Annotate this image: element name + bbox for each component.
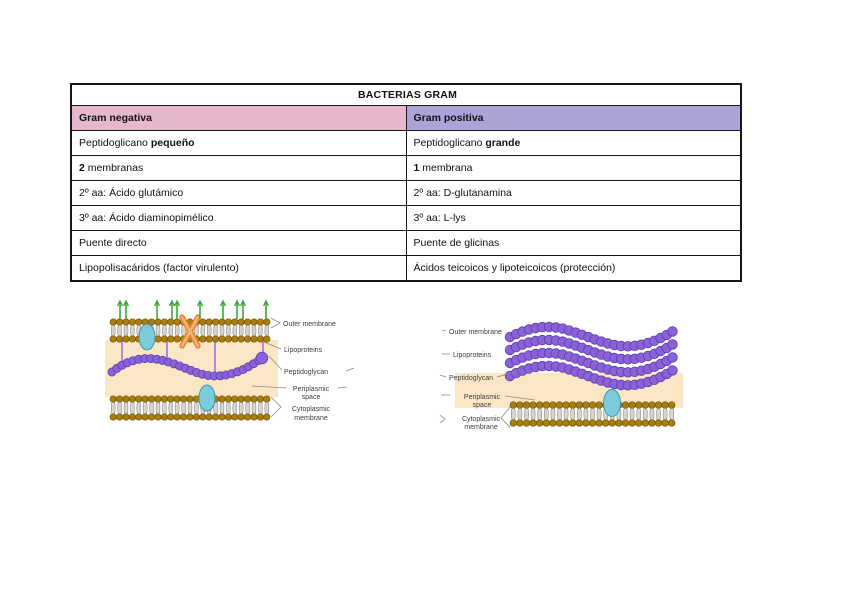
lipoproteins-pointer <box>263 341 282 350</box>
periplasmic-label-line1: Periplasmic <box>464 394 501 401</box>
periplasmic-pointer <box>251 385 287 389</box>
table-row-lipopolisacaridos: Lipopolisacáridos (factor virulento) Áci… <box>70 255 742 282</box>
peptidoglycan-tick <box>439 374 447 378</box>
cell-negative: Peptidoglicano pequeño <box>70 130 407 156</box>
table-row-membranas: 2 membranas 1 membrana <box>70 155 742 181</box>
cytoplasmic-label-line1: Cytoplasmic <box>292 406 331 413</box>
cytoplasmic-tick <box>439 414 446 424</box>
table-row-tercer-aa: 3º aa: Ácido diaminopimélico 3º aa: L-ly… <box>70 205 742 231</box>
peptidoglycan-label: Peptidoglycan <box>449 375 493 382</box>
outer-membrane-tick <box>441 329 447 332</box>
table-row-puente: Puente directo Puente de glicinas <box>70 230 742 256</box>
table-row-segundo-aa: 2º aa: Ácido glutámico 2º aa: D-glutanam… <box>70 180 742 206</box>
cell-positive: 3º aa: L-lys <box>405 205 742 231</box>
cell-negative: Puente directo <box>70 230 407 256</box>
gram-negative-header: Gram negativa <box>70 105 407 131</box>
lipoproteins-label: Lipoproteins <box>453 352 492 359</box>
gram-positive-labels: Outer membrane Lipoproteins Peptidoglyca… <box>439 329 536 431</box>
cell-negative: 3º aa: Ácido diaminopimélico <box>70 205 407 231</box>
table-row-peptidoglicano: Peptidoglicano pequeño Peptidoglicano gr… <box>70 130 742 156</box>
gram-negative-membrane-diagram: Outer membrane Lipoproteins Peptidoglyca… <box>105 299 355 422</box>
periplasmic-label-line2: space <box>473 402 492 409</box>
cytoplasmic-pointer <box>270 396 282 418</box>
cell-positive: 1 membrana <box>405 155 742 181</box>
cell-positive: 2º aa: D-glutanamina <box>405 180 742 206</box>
cytoplasmic-label-line2: membrane <box>464 424 498 431</box>
outer-membrane-label: Outer membrane <box>283 321 336 328</box>
periplasmic-tick <box>337 386 348 389</box>
cell-positive: Peptidoglicano grande <box>405 130 742 156</box>
table-header-row: Gram negativa Gram positiva <box>70 105 742 131</box>
periplasmic-pointer <box>504 395 536 401</box>
cell-negative: 2º aa: Ácido glutámico <box>70 180 407 206</box>
cell-negative: 2 membranas <box>70 155 407 181</box>
cell-negative: Lipopolisacáridos (factor virulento) <box>70 255 407 282</box>
cytoplasmic-pointer <box>500 406 511 428</box>
peptidoglycan-tick <box>345 367 355 372</box>
gram-positive-structures <box>504 321 678 427</box>
cell-positive: Puente de glicinas <box>405 230 742 256</box>
peptidoglycan-pointer <box>496 371 516 378</box>
table-title: BACTERIAS GRAM <box>70 83 742 106</box>
lipoproteins-label: Lipoproteins <box>284 347 323 354</box>
cytoplasmic-label-line1: Cytoplasmic <box>462 416 501 423</box>
gram-positive-header: Gram positiva <box>405 105 742 131</box>
peptidoglycan-label: Peptidoglycan <box>284 369 328 376</box>
peptidoglycan-pointer <box>268 355 283 371</box>
outer-membrane-pointer <box>270 317 281 329</box>
bacterias-gram-table: BACTERIAS GRAM Gram negativa Gram positi… <box>70 83 742 282</box>
gram-negative-labels: Outer membrane Lipoproteins Peptidoglyca… <box>251 317 355 422</box>
cytoplasmic-label-line2: membrane <box>294 415 328 422</box>
cell-positive: Ácidos teicoicos y lipoteicoicos (protec… <box>405 255 742 282</box>
periplasmic-label-line1: Periplasmic <box>293 386 330 393</box>
outer-membrane-label: Outer membrane <box>449 329 502 336</box>
table-title-row: BACTERIAS GRAM <box>70 83 742 106</box>
gram-negative-structures <box>107 299 271 421</box>
periplasmic-label-line2: space <box>302 394 321 401</box>
gram-positive-membrane-diagram: Outer membrane Lipoproteins Peptidoglyca… <box>439 321 683 431</box>
